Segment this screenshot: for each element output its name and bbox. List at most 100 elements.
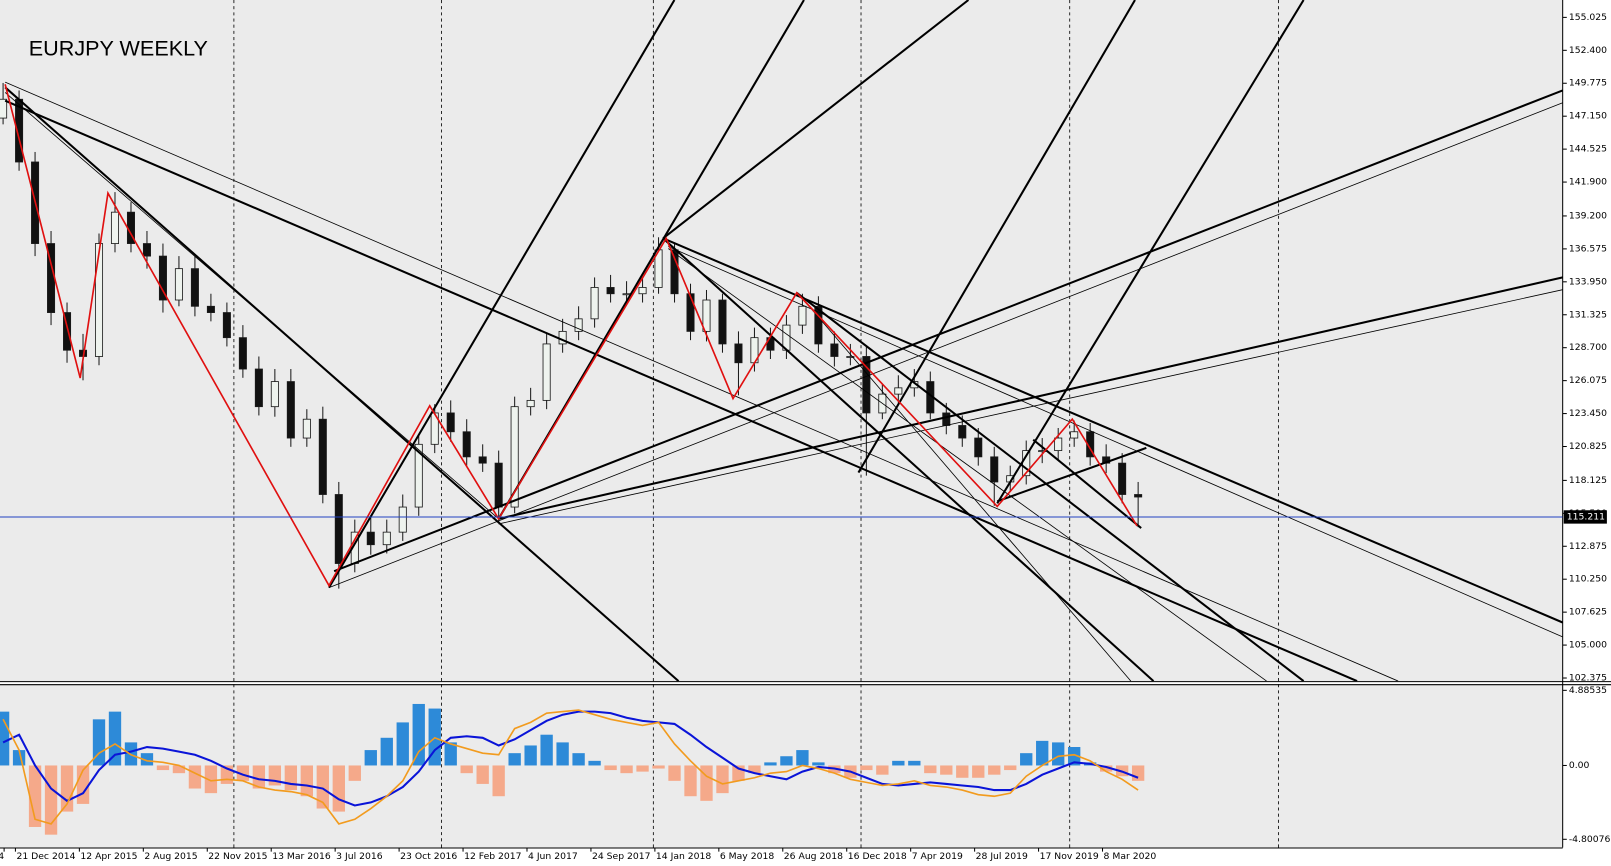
price-label: 115.211 xyxy=(1567,511,1605,522)
candle-body xyxy=(526,399,535,408)
candle-body xyxy=(206,305,215,313)
candle-body xyxy=(814,305,823,345)
x-tick-label: 4 Jun 2017 xyxy=(528,851,578,862)
candle-body xyxy=(686,293,695,332)
candle-body xyxy=(974,437,983,458)
histogram-bar xyxy=(892,760,905,766)
y-tick-label: 126.075 xyxy=(1569,375,1607,386)
histogram-bar xyxy=(940,765,953,775)
trend-line xyxy=(801,297,1132,682)
histogram-bar xyxy=(700,765,713,801)
candle-body xyxy=(318,418,327,495)
histogram-bar xyxy=(1020,753,1033,766)
histogram-bar xyxy=(876,765,889,775)
candle-body xyxy=(494,462,503,508)
histogram-bar xyxy=(764,762,777,766)
histogram-bar xyxy=(812,762,825,766)
histogram-bar xyxy=(716,765,729,794)
x-tick-label: 21 Dec 2014 xyxy=(16,851,75,862)
histogram-bar xyxy=(396,722,409,766)
x-tick-label: 12 Apr 2015 xyxy=(80,851,137,862)
candle-body xyxy=(398,506,407,533)
trend-line xyxy=(498,276,1563,520)
candle-body xyxy=(286,381,295,439)
histogram-bar xyxy=(540,734,553,766)
trend-line xyxy=(328,102,1563,588)
candle-body xyxy=(174,268,183,301)
candle-body xyxy=(382,531,391,546)
histogram-bar xyxy=(140,753,154,766)
y-tick-label: 152.400 xyxy=(1569,45,1607,56)
candle-body xyxy=(702,299,711,332)
histogram-bar xyxy=(252,765,266,789)
candle-body xyxy=(1118,462,1127,495)
x-tick-label: 23 Oct 2016 xyxy=(400,851,457,862)
y-tick-label: 110.250 xyxy=(1569,574,1607,585)
y-tick-label: 123.450 xyxy=(1569,408,1607,419)
trend-line xyxy=(4,81,1399,682)
candle-body xyxy=(1070,431,1079,439)
x-tick-label: 14 Jan 2018 xyxy=(656,851,712,862)
histogram-bar xyxy=(908,760,921,766)
candle-body xyxy=(366,531,375,546)
histogram-bar xyxy=(332,765,345,812)
price-panel xyxy=(0,0,1563,682)
x-tick-label: 13 Mar 2016 xyxy=(272,851,331,862)
candle-body xyxy=(734,343,743,364)
candle-body xyxy=(94,243,104,357)
macd-line xyxy=(2,709,1139,825)
trend-line xyxy=(4,99,1358,682)
histogram-bar xyxy=(476,765,489,784)
candle-body xyxy=(1054,437,1063,451)
trend-line xyxy=(662,0,970,240)
trend-line xyxy=(668,246,1563,638)
histogram-bar xyxy=(780,756,793,766)
candle-body xyxy=(270,381,279,408)
candle-body xyxy=(846,356,855,358)
candle-body xyxy=(190,268,199,307)
histogram-bar xyxy=(924,765,937,774)
trend-line xyxy=(857,0,1136,474)
candle-body xyxy=(590,287,599,320)
macd-line xyxy=(2,710,1139,807)
axes: 155.025 152.400 149.775 147.150 144.525 141.9… xyxy=(0,12,1611,862)
y-tick-label: 149.775 xyxy=(1569,78,1607,89)
trend-line xyxy=(4,92,499,520)
candle-body xyxy=(142,243,151,257)
histogram-bar xyxy=(796,750,809,766)
x-tick-label: 28 Jul 2019 xyxy=(976,851,1028,862)
y-tick-label: 4.88535 xyxy=(1569,685,1607,696)
histogram-bar xyxy=(684,765,697,797)
x-tick-label: 8 Mar 2020 xyxy=(1104,851,1157,862)
candle-body xyxy=(718,299,727,345)
x-tick-label: 2 Aug 2015 xyxy=(144,851,197,862)
y-tick-label: 131.325 xyxy=(1569,309,1607,320)
y-tick-label: 102.375 xyxy=(1569,673,1607,684)
histogram-bar xyxy=(348,765,361,781)
macd-panel xyxy=(0,685,1563,848)
histogram-bar xyxy=(1099,765,1113,772)
y-tick-label: 147.150 xyxy=(1569,111,1607,122)
histogram-bar xyxy=(492,765,505,797)
histogram-bar xyxy=(412,703,425,766)
candle-body xyxy=(446,412,455,433)
trend-line xyxy=(498,289,1563,525)
histogram-bar xyxy=(860,765,873,771)
candle-body xyxy=(862,356,871,414)
histogram-bar xyxy=(284,765,298,791)
trend-line xyxy=(4,86,680,682)
histogram-bar xyxy=(972,765,985,778)
candle-body xyxy=(622,293,631,296)
histogram-bar xyxy=(1004,765,1017,771)
y-tick-label: 107.625 xyxy=(1569,607,1607,618)
trend-line xyxy=(796,291,1305,682)
x-tick-label: 24 Sep 2017 xyxy=(592,851,651,862)
candle-body xyxy=(990,456,999,483)
y-tick-label: 133.950 xyxy=(1569,276,1607,287)
histogram-bar xyxy=(364,750,377,766)
histogram-bar xyxy=(172,765,186,774)
histogram-bar xyxy=(300,765,313,797)
histogram-bar xyxy=(636,765,649,772)
histogram-bar xyxy=(380,737,393,766)
